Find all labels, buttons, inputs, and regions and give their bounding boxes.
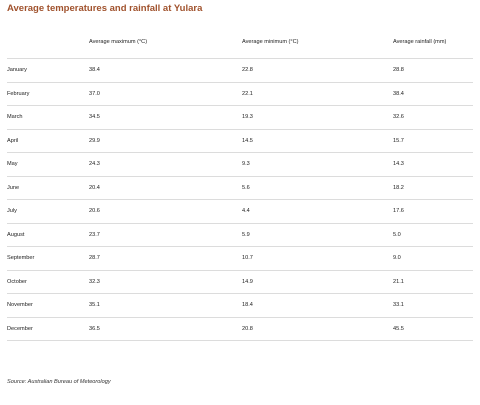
max-temp-cell: 23.7 bbox=[89, 231, 100, 238]
header-average-rainfall: Average rainfall (mm) bbox=[393, 39, 447, 45]
rainfall-cell: 21.1 bbox=[393, 278, 404, 285]
table-row: March 34.5 19.3 32.6 bbox=[7, 106, 473, 130]
month-cell: September bbox=[7, 255, 35, 262]
min-temp-cell: 10.7 bbox=[242, 255, 253, 262]
max-temp-cell: 38.4 bbox=[89, 67, 100, 74]
table-row: August 23.7 5.9 5.0 bbox=[7, 224, 473, 247]
table-row: October 32.3 14.9 21.1 bbox=[7, 271, 473, 294]
rainfall-cell: 32.6 bbox=[393, 114, 404, 121]
table-header-row: Average maximum (°C) Average minimum (°C… bbox=[7, 26, 473, 59]
month-cell: November bbox=[7, 302, 33, 309]
month-cell: July bbox=[7, 208, 17, 215]
source-note: Source: Australian Bureau of Meteorology bbox=[7, 379, 111, 385]
min-temp-cell: 20.8 bbox=[242, 325, 253, 332]
table-row: July 20.6 4.4 17.6 bbox=[7, 200, 473, 224]
month-cell: October bbox=[7, 278, 27, 285]
table-row: November 35.1 18.4 33.1 bbox=[7, 294, 473, 318]
month-cell: February bbox=[7, 90, 30, 97]
max-temp-cell: 35.1 bbox=[89, 302, 100, 309]
max-temp-cell: 20.4 bbox=[89, 184, 100, 191]
max-temp-cell: 24.3 bbox=[89, 161, 100, 168]
min-temp-cell: 19.3 bbox=[242, 114, 253, 121]
min-temp-cell: 14.9 bbox=[242, 278, 253, 285]
min-temp-cell: 14.5 bbox=[242, 137, 253, 144]
month-cell: December bbox=[7, 325, 33, 332]
max-temp-cell: 36.5 bbox=[89, 325, 100, 332]
max-temp-cell: 20.6 bbox=[89, 208, 100, 215]
table-row: June 20.4 5.6 18.2 bbox=[7, 177, 473, 200]
rainfall-cell: 15.7 bbox=[393, 137, 404, 144]
min-temp-cell: 18.4 bbox=[242, 302, 253, 309]
min-temp-cell: 22.8 bbox=[242, 67, 253, 74]
max-temp-cell: 32.3 bbox=[89, 278, 100, 285]
max-temp-cell: 34.5 bbox=[89, 114, 100, 121]
rainfall-cell: 17.6 bbox=[393, 208, 404, 215]
max-temp-cell: 37.0 bbox=[89, 90, 100, 97]
month-cell: June bbox=[7, 184, 20, 191]
header-average-maximum: Average maximum (°C) bbox=[89, 39, 148, 45]
month-cell: March bbox=[7, 114, 23, 121]
month-cell: April bbox=[7, 137, 19, 144]
table-row: February 37.0 22.1 38.4 bbox=[7, 83, 473, 106]
rainfall-cell: 14.3 bbox=[393, 161, 404, 168]
climate-table: Average maximum (°C) Average minimum (°C… bbox=[7, 26, 473, 341]
min-temp-cell: 9.3 bbox=[242, 161, 250, 168]
rainfall-cell: 18.2 bbox=[393, 184, 404, 191]
rainfall-cell: 28.8 bbox=[393, 67, 404, 74]
min-temp-cell: 22.1 bbox=[242, 90, 253, 97]
min-temp-cell: 4.4 bbox=[242, 208, 250, 215]
min-temp-cell: 5.6 bbox=[242, 184, 250, 191]
rainfall-cell: 33.1 bbox=[393, 302, 404, 309]
table-row: December 36.5 20.8 45.5 bbox=[7, 318, 473, 341]
table-row: September 28.7 10.7 9.0 bbox=[7, 247, 473, 271]
max-temp-cell: 29.9 bbox=[89, 137, 100, 144]
table-row: January 38.4 22.8 28.8 bbox=[7, 59, 473, 83]
rainfall-cell: 45.5 bbox=[393, 325, 404, 332]
max-temp-cell: 28.7 bbox=[89, 255, 100, 262]
month-cell: January bbox=[7, 67, 27, 74]
table-title: Average temperatures and rainfall at Yul… bbox=[7, 3, 203, 14]
rainfall-cell: 38.4 bbox=[393, 90, 404, 97]
rainfall-cell: 5.0 bbox=[393, 231, 401, 238]
month-cell: August bbox=[7, 231, 25, 238]
rainfall-cell: 9.0 bbox=[393, 255, 401, 262]
table-row: May 24.3 9.3 14.3 bbox=[7, 153, 473, 177]
header-average-minimum: Average minimum (°C) bbox=[242, 39, 299, 45]
min-temp-cell: 5.9 bbox=[242, 231, 250, 238]
month-cell: May bbox=[7, 161, 18, 168]
table-row: April 29.9 14.5 15.7 bbox=[7, 130, 473, 153]
